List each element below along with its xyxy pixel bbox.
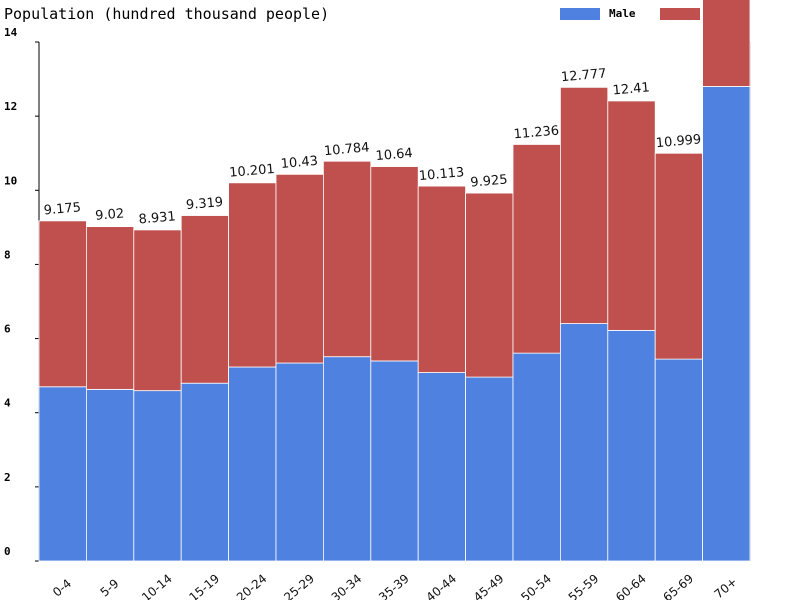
bar-female: [607, 100, 656, 331]
legend-male-swatch: [560, 8, 600, 20]
y-tick-label: 14: [4, 26, 18, 39]
bar-female: [38, 220, 87, 388]
y-tick-label: 10: [4, 174, 17, 187]
x-tick-label: 15-19: [186, 571, 222, 600]
x-tick-label: 45-49: [471, 571, 507, 600]
bar-female: [275, 173, 324, 364]
total-label: 11.236: [513, 124, 560, 143]
bar-male: [560, 323, 609, 562]
total-label: 12.777: [560, 66, 607, 85]
y-tick-label: 4: [4, 397, 11, 410]
bar-male: [465, 376, 514, 562]
x-tick-label: 40-44: [423, 571, 459, 600]
bar-male: [86, 388, 135, 562]
total-label: 9.02: [95, 206, 125, 223]
total-label: 8.931: [138, 209, 176, 227]
chart-title: Population (hundred thousand people): [4, 5, 329, 23]
bar-male: [654, 358, 704, 562]
total-label: 10.43: [280, 154, 318, 172]
bar-female: [512, 144, 561, 354]
x-tick-label: 60-64: [613, 571, 649, 600]
bar-male: [702, 86, 751, 562]
x-tick-label: 50-54: [518, 571, 554, 600]
total-label: 9.319: [185, 195, 223, 213]
total-label: 10.784: [323, 140, 370, 159]
bar-female: [465, 192, 514, 378]
total-label: 10.64: [375, 146, 413, 164]
y-tick-label: 12: [4, 100, 17, 113]
y-tick-label: 0: [4, 545, 11, 558]
bar-male: [228, 366, 277, 562]
total-label: 10.999: [655, 132, 702, 151]
x-tick-label: 25-29: [281, 571, 317, 600]
total-label: 9.925: [470, 172, 508, 190]
bar-male: [322, 356, 372, 562]
y-tick-label: 8: [4, 248, 11, 261]
bar-male: [275, 362, 324, 562]
bar-female: [702, 0, 751, 87]
total-label: 10.201: [229, 162, 276, 181]
bar-female: [560, 86, 609, 324]
total-label: 9.175: [43, 200, 81, 218]
bar-male: [38, 386, 87, 562]
x-tick-label: 30-34: [329, 571, 365, 600]
bar-male: [370, 360, 419, 562]
bar-male: [512, 352, 561, 562]
legend-female-swatch: [660, 8, 700, 20]
x-tick-label: 70+: [712, 574, 740, 600]
x-tick-label: 20-24: [234, 571, 270, 600]
bar-female: [180, 215, 229, 384]
x-tick-label: 0-4: [50, 576, 74, 599]
bar-male: [133, 390, 182, 562]
bar-female: [228, 182, 277, 368]
bar-female: [417, 185, 467, 373]
bar-male: [607, 329, 656, 562]
bar-female: [370, 166, 419, 362]
bar-male: [180, 382, 229, 562]
bar-female: [322, 160, 372, 358]
y-tick-label: 6: [4, 323, 11, 336]
y-tick-label: 2: [4, 471, 11, 484]
bar-female: [133, 229, 182, 392]
x-tick-label: 65-69: [660, 571, 696, 600]
x-tick-label: 35-39: [376, 571, 412, 600]
total-label: 10.113: [418, 165, 465, 184]
legend-male-label: Male: [609, 7, 636, 20]
total-label: 12.41: [612, 80, 650, 98]
x-tick-label: 10-14: [139, 571, 175, 600]
x-tick-label: 55-59: [566, 571, 602, 600]
bar-female: [654, 152, 704, 360]
bar-male: [417, 372, 467, 562]
x-tick-label: 5-9: [98, 576, 122, 599]
bar-female: [86, 226, 135, 390]
